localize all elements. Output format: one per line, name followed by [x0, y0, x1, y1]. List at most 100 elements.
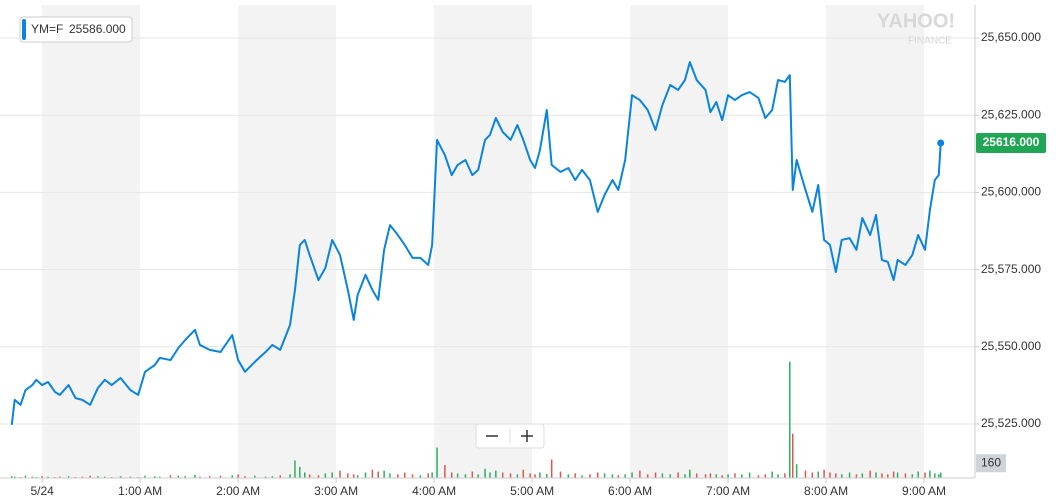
volume-bar	[617, 475, 620, 478]
volume-bar	[911, 474, 914, 478]
volume-bar	[881, 473, 883, 478]
volume-bar	[709, 473, 712, 478]
volume-bar	[887, 474, 889, 478]
time-band	[630, 5, 729, 478]
volume-bar	[244, 476, 246, 478]
watermark: FINANCE	[908, 36, 952, 47]
volume-bar	[727, 474, 729, 478]
time-band	[42, 5, 141, 478]
volume-bar	[929, 470, 931, 478]
volume-bar	[855, 474, 858, 478]
legend-value: 25586.000	[69, 22, 126, 36]
volume-bar	[477, 474, 479, 478]
last-price-box	[976, 133, 1046, 154]
volume-bar	[81, 476, 84, 478]
volume-bar	[169, 475, 172, 478]
volume-bar	[764, 474, 767, 478]
volume-bar	[840, 474, 843, 478]
volume-bar	[589, 474, 591, 478]
volume-bar	[317, 475, 320, 478]
volume-bar	[119, 476, 122, 478]
volume-bar	[771, 471, 773, 478]
volume-bar	[631, 472, 633, 478]
volume-bar	[289, 474, 291, 478]
volume-bar	[581, 475, 583, 478]
volume-bar	[208, 476, 211, 478]
volume-bar	[869, 470, 871, 478]
volume-bar	[757, 475, 760, 478]
volume-bar	[464, 474, 467, 478]
x-tick-label: 9:00 AM	[902, 484, 946, 498]
volume-bar	[550, 459, 553, 478]
volume-bar	[917, 471, 919, 478]
volume-bar	[539, 472, 541, 478]
volume-bar	[704, 474, 707, 478]
volume-bar	[331, 472, 333, 478]
volume-bar	[371, 469, 374, 478]
volume-bar	[522, 469, 525, 478]
volume-bar	[896, 472, 899, 478]
volume-bar	[31, 476, 34, 478]
volume-bar	[158, 476, 161, 478]
volume-bar	[829, 472, 831, 478]
volume-bar	[11, 476, 13, 478]
volume-bar	[777, 474, 779, 478]
legend: YM=F 25586.000	[19, 16, 133, 43]
volume-bar	[219, 475, 222, 478]
volume-bar	[646, 474, 649, 478]
volume-bar	[789, 361, 791, 478]
volume-bar	[817, 471, 819, 478]
watermark: YAHOO!	[877, 10, 955, 32]
time-band	[434, 5, 533, 478]
volume-bar	[279, 475, 282, 478]
y-tick-label: 25,650.000	[981, 30, 1041, 44]
x-tick-label: 8:00 AM	[804, 484, 848, 498]
volume-tick-box	[976, 454, 1006, 473]
y-tick-label: 25,625.000	[981, 107, 1041, 121]
volume-bar	[324, 473, 327, 478]
y-tick-label: 25,525.000	[981, 416, 1041, 430]
volume-bar	[669, 474, 672, 478]
volume-bar	[741, 474, 743, 478]
x-tick-label: 4:00 AM	[412, 484, 456, 498]
x-tick-label: 6:00 AM	[608, 484, 652, 498]
volume-bar	[264, 476, 267, 478]
volume-bar	[271, 476, 274, 478]
volume-bar	[397, 474, 399, 478]
volume-bar	[875, 472, 877, 478]
volume-bar	[364, 472, 367, 478]
volume-bar	[791, 433, 794, 478]
volume-bar	[352, 474, 355, 478]
volume-bar	[294, 460, 296, 478]
volume-bar	[529, 473, 531, 478]
volume-tick-label: 160	[981, 455, 1001, 469]
volume-bar	[596, 472, 599, 478]
volume-bar	[516, 474, 519, 478]
volume-bar	[689, 469, 691, 478]
volume-bar	[308, 474, 311, 478]
volume-bar	[624, 474, 626, 478]
volume-bar	[144, 475, 146, 478]
volume-bar	[501, 472, 504, 478]
volume-bar	[89, 475, 91, 478]
volume-bar	[356, 475, 359, 478]
volume-bar	[184, 476, 186, 478]
volume-bar	[811, 472, 814, 478]
volume-bar	[194, 474, 196, 478]
volume-bar	[59, 476, 61, 478]
volume-bar	[471, 471, 474, 478]
y-tick-label: 25,550.000	[981, 339, 1041, 353]
volume-bar	[677, 472, 679, 478]
volume-bar	[431, 472, 433, 478]
volume-bar	[661, 473, 664, 478]
volume-bar	[904, 473, 907, 478]
volume-bar	[24, 475, 27, 478]
x-tick-label: 5/24	[30, 484, 54, 498]
volume-bar	[848, 472, 851, 478]
volume-bar	[13, 476, 16, 478]
volume-bar	[684, 474, 686, 478]
zoom-controls[interactable]	[475, 423, 545, 449]
volume-bar	[795, 464, 798, 478]
